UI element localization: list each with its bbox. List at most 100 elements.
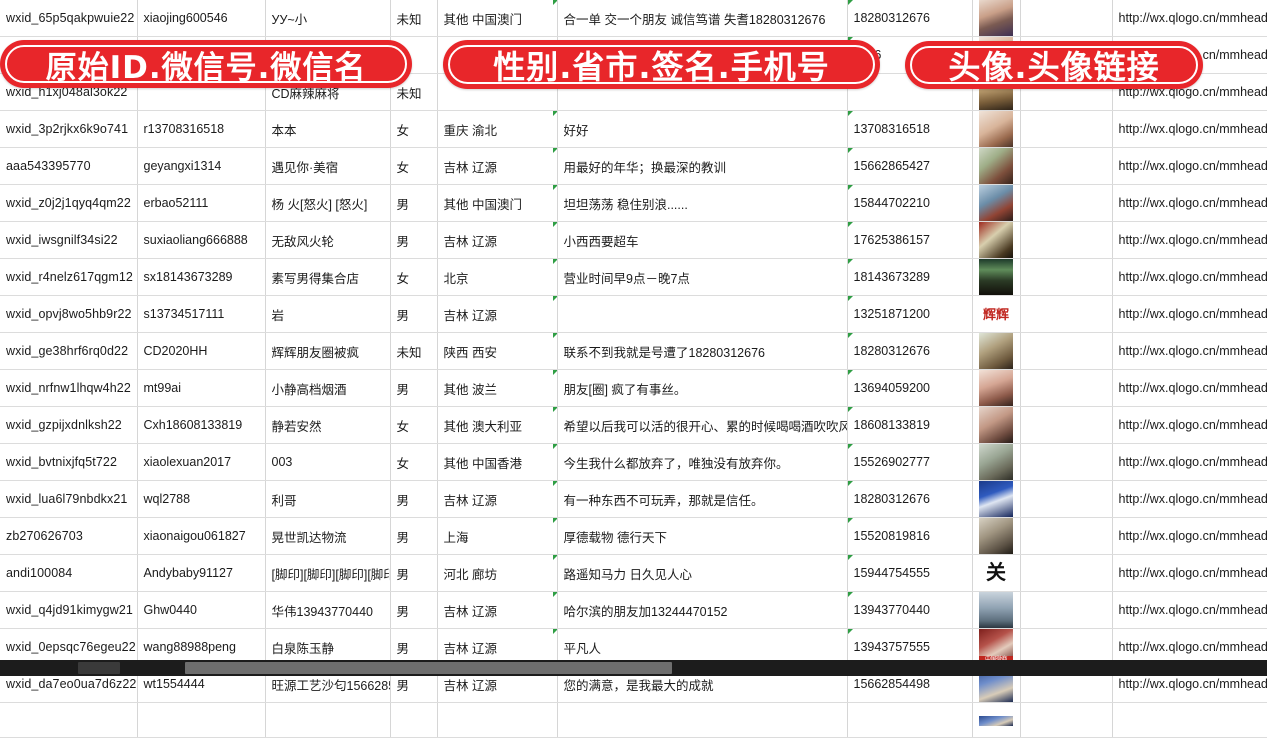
cell-signature[interactable]: 哈尔滨的朋友加13244470152 — [557, 591, 848, 629]
table-row[interactable]: wxid_iwsgnilf34si22 suxiaoliang666888 无敌风火… — [0, 221, 1267, 259]
cell-origin-id[interactable]: wxid_lua6l79nbdkx21 — [0, 480, 138, 518]
cell-avatar[interactable] — [972, 332, 1021, 370]
cell-avatar-url[interactable]: http://wx.qlogo.cn/mmhead — [1112, 628, 1267, 666]
cell-phone[interactable]: 15944754555 — [847, 554, 973, 592]
cell-origin-id[interactable]: wxid_q4jd91kimygw21 — [0, 591, 138, 629]
cell-signature[interactable]: 营业时间早9点－晚7点 — [557, 258, 848, 296]
cell-wechat-name[interactable]: 无敌风火轮 — [265, 221, 391, 259]
cell-phone[interactable]: 15662865427 — [847, 147, 973, 185]
cell-avatar[interactable] — [972, 110, 1021, 148]
cell-wechat-name[interactable]: [脚印][脚印][脚印][脚印] — [265, 554, 391, 592]
cell-avatar-url[interactable]: http://wx.qlogo.cn/mmhead — [1112, 184, 1267, 222]
cell-origin-id[interactable]: wxid_ge38hrf6rq0d22 — [0, 332, 138, 370]
cell-avatar[interactable] — [972, 591, 1021, 629]
cell-origin-id[interactable]: wxid_r4nelz617qgm12 — [0, 258, 138, 296]
cell-wechat-name[interactable]: 利哥 — [265, 480, 391, 518]
cell-avatar[interactable] — [972, 517, 1021, 555]
cell-avatar-url[interactable]: http://wx.qlogo.cn/mmhead — [1112, 110, 1267, 148]
cell-avatar-url[interactable]: http://wx.qlogo.cn/mmhead — [1112, 0, 1267, 37]
cell-phone[interactable]: 13943770440 — [847, 591, 973, 629]
cell-phone[interactable]: 15520819816 — [847, 517, 973, 555]
cell-gender[interactable]: 女 — [390, 406, 438, 444]
cell-phone[interactable]: 18280312676 — [847, 332, 973, 370]
cell-signature[interactable] — [557, 295, 848, 333]
cell-province-city[interactable]: 陕西 西安 — [437, 332, 558, 370]
cell-signature[interactable]: 小西西要超车 — [557, 221, 848, 259]
cell-avatar-url[interactable]: http://wx.qlogo.cn/mmhead — [1112, 480, 1267, 518]
cell-wechat-name[interactable]: 本本 — [265, 110, 391, 148]
cell-wechat-id[interactable]: geyangxi1314 — [137, 147, 266, 185]
cell-wechat-name[interactable]: 003 — [265, 443, 391, 481]
cell-phone[interactable]: 15526902777 — [847, 443, 973, 481]
cell-wechat-id[interactable]: erbao52111 — [137, 184, 266, 222]
cell-spacer[interactable] — [1020, 406, 1113, 444]
cell-gender[interactable]: 未知 — [390, 0, 438, 37]
cell-wechat-id[interactable]: CD2020HH — [137, 332, 266, 370]
cell-spacer[interactable] — [1020, 221, 1113, 259]
cell-spacer[interactable] — [1020, 628, 1113, 666]
cell-gender[interactable]: 女 — [390, 110, 438, 148]
cell-origin-id[interactable]: wxid_0epsqc76egeu22 — [0, 628, 138, 666]
cell-partial[interactable] — [265, 702, 391, 738]
cell-wechat-name[interactable]: 静若安然 — [265, 406, 391, 444]
cell-avatar[interactable] — [972, 147, 1021, 185]
cell-gender[interactable]: 男 — [390, 369, 438, 407]
cell-gender[interactable]: 未知 — [390, 332, 438, 370]
cell-wechat-id[interactable]: xiaolexuan2017 — [137, 443, 266, 481]
cell-signature[interactable]: 合一单 交一个朋友 诚信笃谱 失耆18280312676 — [557, 0, 848, 37]
table-row[interactable]: wxid_opvj8wo5hb9r22 s13734517111 岩男吉林 辽源 13… — [0, 295, 1267, 333]
cell-partial[interactable] — [437, 702, 558, 738]
cell-wechat-name[interactable]: 辉辉朋友圈被疯 — [265, 332, 391, 370]
cell-partial[interactable] — [0, 702, 138, 738]
cell-spacer[interactable] — [1020, 184, 1113, 222]
cell-wechat-name[interactable]: УУ~小 — [265, 0, 391, 37]
cell-wechat-id[interactable]: Andybaby91127 — [137, 554, 266, 592]
cell-signature[interactable]: 朋友[圈] 疯了有事丝。 — [557, 369, 848, 407]
cell-signature[interactable]: 坦坦荡荡 稳住别浪...... — [557, 184, 848, 222]
cell-origin-id[interactable]: wxid_bvtnixjfq5t722 — [0, 443, 138, 481]
cell-spacer[interactable] — [1020, 517, 1113, 555]
cell-origin-id[interactable]: andi100084 — [0, 554, 138, 592]
cell-partial[interactable] — [972, 702, 1021, 738]
cell-avatar[interactable] — [972, 0, 1021, 37]
cell-avatar-url[interactable]: http://wx.qlogo.cn/mmhead — [1112, 332, 1267, 370]
cell-avatar-url[interactable]: http://wx.qlogo.cn/mmhead — [1112, 221, 1267, 259]
horizontal-scrollbar[interactable] — [0, 660, 1267, 676]
cell-phone[interactable]: 17625386157 — [847, 221, 973, 259]
cell-wechat-id[interactable]: mt99ai — [137, 369, 266, 407]
cell-spacer[interactable] — [1020, 369, 1113, 407]
cell-wechat-name[interactable]: 华伟13943770440 — [265, 591, 391, 629]
cell-avatar-url[interactable]: http://wx.qlogo.cn/mmhead — [1112, 554, 1267, 592]
cell-avatar[interactable]: 辉辉 — [972, 295, 1021, 333]
cell-wechat-id[interactable]: wql2788 — [137, 480, 266, 518]
cell-wechat-name[interactable]: 杨 火[怒火] [怒火] — [265, 184, 391, 222]
cell-gender[interactable]: 女 — [390, 258, 438, 296]
cell-signature[interactable]: 路遥知马力 日久见人心 — [557, 554, 848, 592]
cell-spacer[interactable] — [1020, 554, 1113, 592]
cell-province-city[interactable]: 吉林 辽源 — [437, 221, 558, 259]
cell-phone[interactable]: 18143673289 — [847, 258, 973, 296]
cell-province-city[interactable]: 其他 中国澳门 — [437, 0, 558, 37]
cell-spacer[interactable] — [1020, 443, 1113, 481]
cell-partial[interactable] — [137, 702, 266, 738]
cell-avatar[interactable] — [972, 480, 1021, 518]
cell-wechat-id[interactable]: xiaonaigou061827 — [137, 517, 266, 555]
cell-spacer[interactable] — [1020, 0, 1113, 37]
cell-signature[interactable]: 好好 — [557, 110, 848, 148]
cell-avatar-url[interactable]: http://wx.qlogo.cn/mmhead — [1112, 295, 1267, 333]
cell-province-city[interactable]: 河北 廊坊 — [437, 554, 558, 592]
table-row[interactable]: wxid_lua6l79nbdkx21 wql2788 利哥男吉林 辽源 有一种东西不… — [0, 480, 1267, 518]
table-row[interactable]: wxid_65p5qakpwuie22 xiaojing600546 УУ~小 未知其… — [0, 0, 1267, 37]
table-row[interactable]: wxid_gzpijxdnlksh22 Cxh18608133819 静若安然女其他… — [0, 406, 1267, 444]
cell-signature[interactable]: 希望以后我可以活的很开心、累的时候喝喝酒吹吹风 — [557, 406, 848, 444]
cell-phone[interactable]: 15844702210 — [847, 184, 973, 222]
cell-gender[interactable]: 男 — [390, 554, 438, 592]
table-row[interactable]: wxid_ge38hrf6rq0d22 CD2020HH 辉辉朋友圈被疯 未知 陕西 西… — [0, 332, 1267, 370]
cell-gender[interactable]: 男 — [390, 591, 438, 629]
cell-avatar-url[interactable]: http://wx.qlogo.cn/mmhead — [1112, 258, 1267, 296]
table-row[interactable]: wxid_z0j2j1qyq4qm22 erbao52111 杨 火[怒火] [怒火… — [0, 184, 1267, 222]
cell-avatar-url[interactable]: http://wx.qlogo.cn/mmhead — [1112, 369, 1267, 407]
cell-origin-id[interactable]: wxid_65p5qakpwuie22 — [0, 0, 138, 37]
table-row[interactable]: wxid_nrfnw1lhqw4h22 mt99ai 小静高档烟酒男其他 波兰 朋友[… — [0, 369, 1267, 407]
